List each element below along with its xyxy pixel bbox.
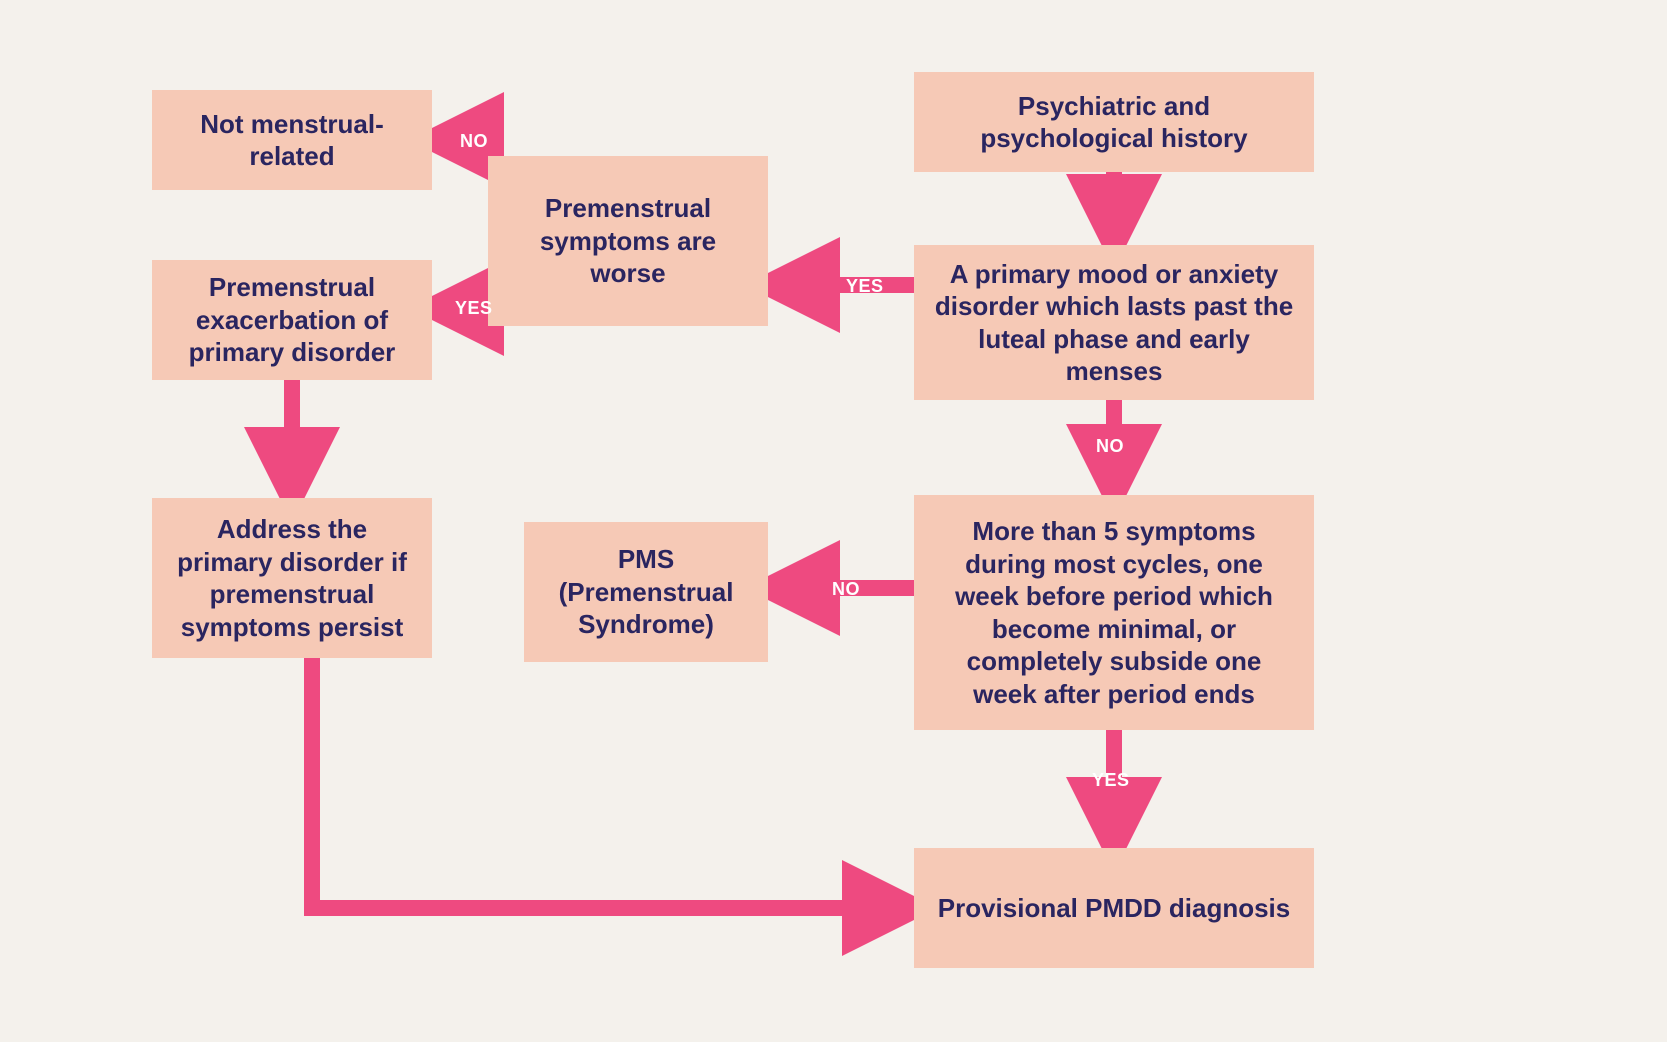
edge-label-e6: NO	[460, 131, 488, 152]
edge-label-e4: YES	[846, 276, 884, 297]
edge-label-e2: NO	[1096, 436, 1124, 457]
node-label: Address the primary disorder if premenst…	[172, 513, 412, 643]
node-label: PMS (Premenstrual Syndrome)	[544, 543, 748, 641]
edge-label-e5: NO	[832, 579, 860, 600]
node-label: More than 5 symptoms during most cycles,…	[934, 515, 1294, 710]
node-pms: PMS (Premenstrual Syndrome)	[524, 522, 768, 662]
node-label: Provisional PMDD diagnosis	[938, 892, 1291, 925]
node-primary: A primary mood or anxiety disorder which…	[914, 245, 1314, 400]
node-symptoms: More than 5 symptoms during most cycles,…	[914, 495, 1314, 730]
node-history: Psychiatric and psychological history	[914, 72, 1314, 172]
node-exac: Premenstrual exacerbation of primary dis…	[152, 260, 432, 380]
node-pmdd: Provisional PMDD diagnosis	[914, 848, 1314, 968]
node-label: A primary mood or anxiety disorder which…	[934, 258, 1294, 388]
node-notrel: Not menstrual- related	[152, 90, 432, 190]
node-worse: Premenstrual symptoms are worse	[488, 156, 768, 326]
node-label: Premenstrual exacerbation of primary dis…	[172, 271, 412, 369]
node-label: Psychiatric and psychological history	[934, 90, 1294, 155]
edge-label-e7: YES	[455, 298, 493, 319]
edge-e9	[312, 658, 890, 908]
node-address: Address the primary disorder if premenst…	[152, 498, 432, 658]
edge-label-e3: YES	[1092, 770, 1130, 791]
flowchart-canvas: Psychiatric and psychological history A …	[0, 0, 1667, 1042]
node-label: Premenstrual symptoms are worse	[508, 192, 748, 290]
node-label: Not menstrual- related	[172, 108, 412, 173]
